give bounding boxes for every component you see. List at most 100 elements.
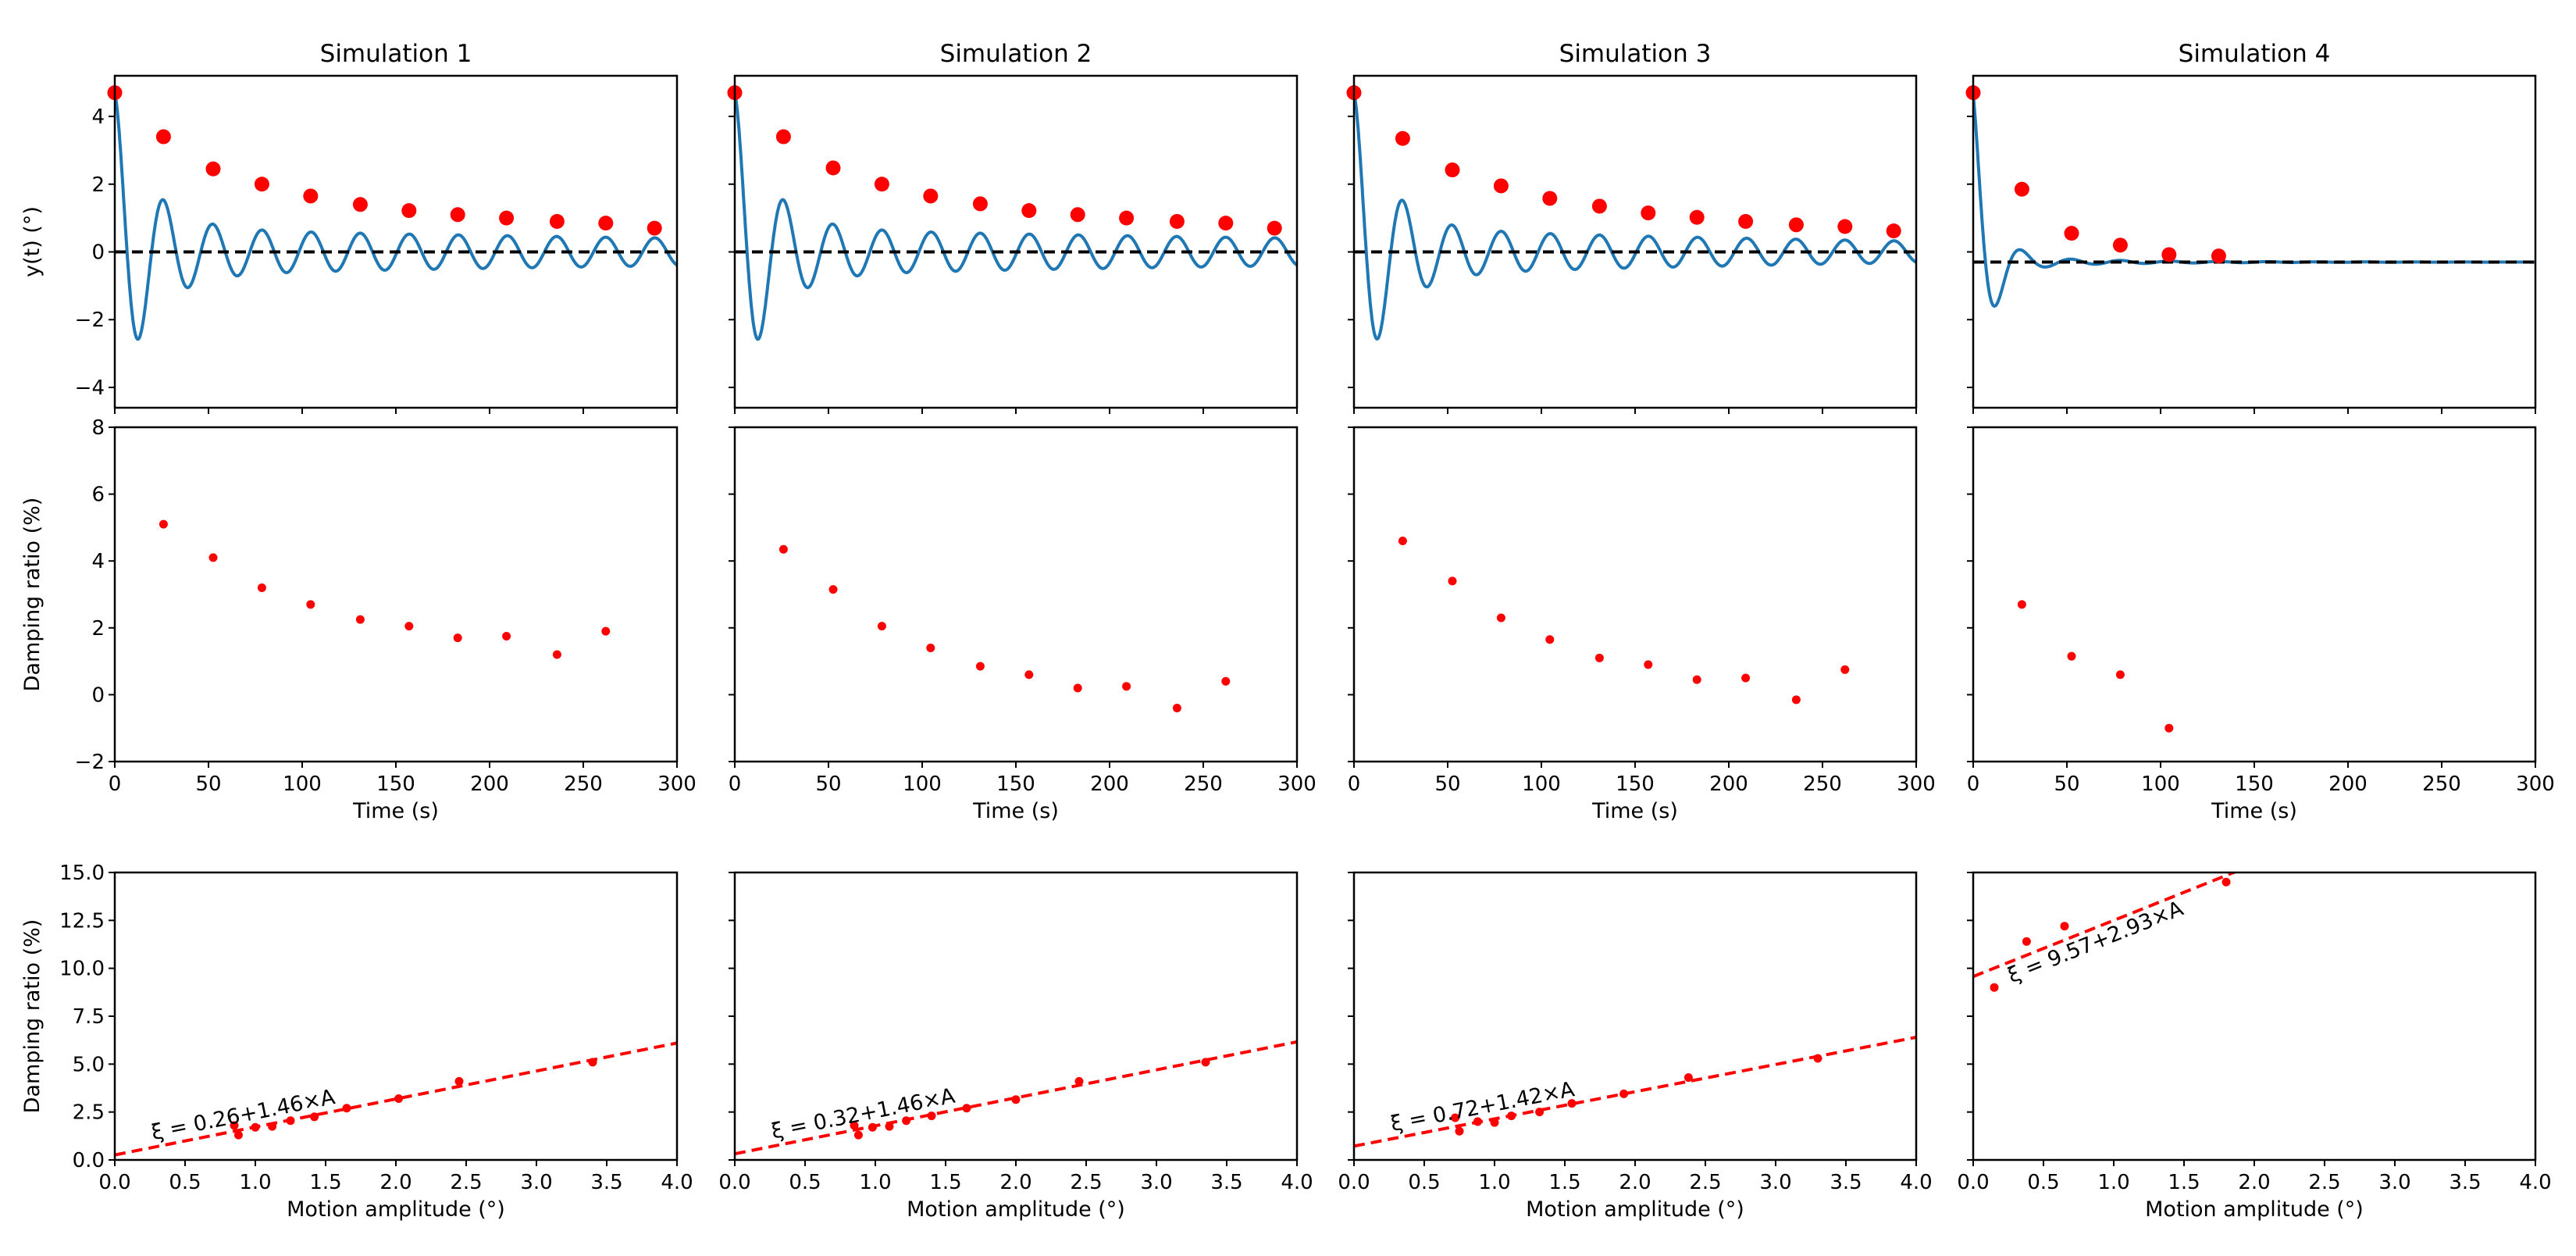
response-line: [1354, 92, 1916, 341]
damping-amp-point: [868, 1122, 877, 1132]
xtick-label: 50: [195, 773, 221, 796]
ytick-label: 0.0: [73, 1149, 105, 1172]
damping-time-point: [1791, 695, 1801, 705]
peak-point: [874, 177, 889, 192]
xtick-label: 4.0: [661, 1171, 693, 1194]
xtick-label: 200: [2328, 773, 2368, 796]
damping-amp-point: [1451, 1113, 1460, 1122]
peak-point: [1119, 210, 1135, 226]
xtick-label: 3.5: [590, 1171, 622, 1194]
y-axis-label: Damping ratio (%): [20, 498, 45, 692]
xtick-label: 3.0: [2378, 1171, 2410, 1194]
subplot-r2-c3: 0 50 100 150 200 250 300 Time (s): [1348, 426, 1936, 823]
xtick-label: 2.5: [450, 1171, 482, 1194]
subplot-r2-c4: 0 50 100 150 200 250 300 Time (s): [1967, 426, 2555, 823]
xtick-label: 100: [2141, 773, 2180, 796]
ytick-label: −2: [75, 309, 105, 332]
xtick-label: 200: [1709, 773, 1748, 796]
x-axis-label: Time (s): [2211, 799, 2297, 823]
xtick-label: 300: [657, 773, 697, 796]
x-axis-label: Motion amplitude (°): [2145, 1197, 2364, 1222]
axes-frame: [733, 426, 1299, 763]
damping-time-point: [1545, 635, 1555, 644]
xtick-label: 150: [376, 773, 415, 796]
damping-time-point: [2017, 600, 2026, 609]
xtick-label: 300: [1277, 773, 1317, 796]
peak-point: [2064, 226, 2079, 241]
xtick-label: 0.5: [1408, 1171, 1440, 1194]
peak-point: [598, 216, 614, 231]
peak-point: [647, 220, 662, 236]
damping-time-point: [306, 600, 315, 609]
damping-time-point: [2164, 723, 2174, 733]
peak-point: [775, 129, 791, 145]
xtick-label: 1.5: [309, 1171, 341, 1194]
xtick-label: 300: [2516, 773, 2555, 796]
axes-frame: [1352, 426, 1918, 763]
xtick-label: 3.0: [1759, 1171, 1791, 1194]
xtick-label: 0.0: [1957, 1171, 1989, 1194]
damping-amp-point: [2221, 877, 2231, 887]
axes-frame: [1352, 871, 1918, 1161]
xtick-label: 3.5: [1830, 1171, 1862, 1194]
xtick-label: 250: [1184, 773, 1223, 796]
damping-time-point: [926, 643, 935, 652]
xtick-label: 250: [2422, 773, 2461, 796]
damping-time-point: [877, 622, 886, 631]
xtick-label: 2.0: [1619, 1171, 1651, 1194]
peak-point: [1218, 216, 1234, 231]
xtick-label: 4.0: [1900, 1171, 1932, 1194]
damping-amp-point: [927, 1111, 936, 1121]
subplot-r2-c2: 0 50 100 150 200 250 300 Time (s): [729, 426, 1317, 823]
damping-time-point: [552, 650, 561, 659]
xtick-label: 150: [1616, 773, 1655, 796]
peak-point: [2161, 247, 2177, 262]
fit-dashed-line: [115, 1041, 677, 1157]
subplot-r1-c3: Simulation 3: [1346, 40, 1918, 414]
damping-amp-point: [1011, 1095, 1021, 1104]
damping-time-point: [1741, 673, 1751, 683]
ytick-label: 6: [91, 483, 105, 507]
fit-equation-label: ξ = 9.57+2.93×A: [2004, 897, 2187, 989]
axes-frame: [733, 871, 1299, 1161]
peak-point: [1445, 162, 1460, 178]
damping-time-point: [159, 519, 168, 529]
ytick-label: 8: [91, 416, 105, 440]
subplot-title: Simulation 2: [940, 40, 1092, 68]
xtick-label: 2.5: [1689, 1171, 1721, 1194]
peak-point: [1641, 205, 1656, 221]
xtick-label: 1.5: [2168, 1171, 2200, 1194]
damping-amp-point: [2022, 937, 2031, 946]
xtick-label: 150: [996, 773, 1035, 796]
xtick-label: 1.0: [859, 1171, 891, 1194]
damping-time-point: [257, 583, 266, 592]
peak-point: [825, 160, 841, 176]
xtick-label: 3.0: [1140, 1171, 1172, 1194]
xtick-label: 200: [1090, 773, 1129, 796]
damping-amp-point: [1990, 983, 1999, 992]
ytick-label: 12.5: [59, 909, 105, 933]
response-line: [115, 92, 677, 341]
axes-frame: [113, 426, 679, 763]
plot-area: [115, 92, 677, 341]
peak-point: [499, 210, 515, 226]
xtick-label: 250: [1803, 773, 1842, 796]
damping-time-point: [1644, 660, 1653, 669]
damping-time-point: [1073, 683, 1082, 693]
xtick-label: 0: [1348, 773, 1361, 796]
plot-area: [1973, 94, 2535, 308]
damping-time-point: [2115, 670, 2125, 680]
xtick-label: 1.5: [1548, 1171, 1580, 1194]
peak-point: [1070, 207, 1085, 223]
peak-point: [1738, 213, 1754, 229]
ytick-label: 2: [91, 173, 105, 197]
plot-area: [735, 1040, 1297, 1156]
damping-time-point: [601, 626, 611, 636]
y-axis-label: Damping ratio (%): [20, 919, 45, 1114]
xtick-label: 50: [2054, 773, 2079, 796]
peak-point: [2211, 248, 2226, 264]
damping-amp-point: [1074, 1076, 1084, 1086]
peak-point: [352, 197, 368, 212]
xtick-label: 1.0: [2097, 1171, 2129, 1194]
xtick-label: 50: [1434, 773, 1460, 796]
